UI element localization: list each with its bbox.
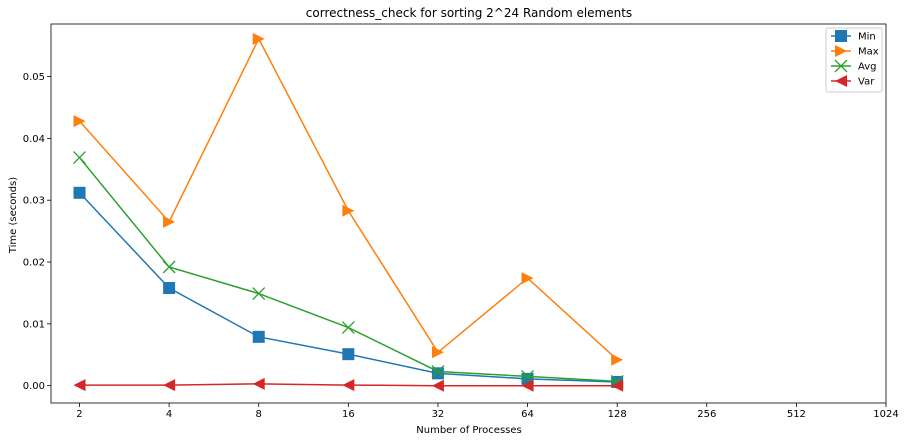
legend-box: [825, 27, 883, 93]
data-point-max: [73, 115, 86, 128]
x-tick-label: 2: [76, 409, 82, 420]
data-point-avg: [341, 321, 355, 335]
x-tick-label: 512: [787, 409, 806, 420]
legend-marker: [835, 30, 847, 42]
legend-item-avg: Avg: [831, 59, 877, 73]
legend-marker: [835, 45, 847, 57]
data-point-min: [342, 348, 355, 361]
data-point-avg: [252, 287, 266, 301]
x-tick-label: 8: [256, 409, 262, 420]
x-tick-label: 4: [166, 409, 172, 420]
legend-label: Avg: [858, 62, 877, 73]
series-line-max: [78, 37, 618, 361]
y-tick-label: 0.03: [23, 196, 45, 207]
data-point-avg: [73, 151, 86, 165]
data-point-var: [73, 379, 86, 392]
data-point-min: [163, 282, 176, 295]
data-point-avg: [162, 260, 176, 274]
data-point-min: [73, 186, 86, 199]
data-point-max: [521, 272, 534, 285]
data-point-var: [431, 379, 444, 392]
y-axis-label: Time (seconds): [8, 177, 19, 254]
x-tick-label: 128: [608, 409, 627, 420]
data-point-max: [611, 353, 624, 366]
plot-frame: [50, 23, 887, 404]
y-tick-label: 0.02: [23, 258, 45, 269]
data-point-var: [611, 379, 624, 392]
y-axis: 0.00 0.01 0.02 0.03 0.04 0.05: [23, 72, 51, 392]
legend-item-max: Max: [831, 45, 879, 58]
series-var: [73, 377, 624, 392]
data-point-avg: [431, 365, 445, 378]
series-layer: [73, 32, 624, 392]
data-point-var: [163, 379, 176, 392]
series-min: [73, 186, 624, 388]
x-tick-label: 1024: [873, 409, 898, 420]
data-point-var: [342, 379, 355, 392]
chart-title: correctness_check for sorting 2^24 Rando…: [306, 6, 632, 20]
data-point-max: [163, 215, 176, 228]
x-tick-label: 64: [521, 409, 534, 420]
series-max: [73, 32, 624, 366]
y-tick-label: 0.05: [23, 72, 45, 83]
data-point-max: [252, 32, 265, 45]
legend-label: Max: [858, 47, 879, 58]
legend: Min Max Avg Var: [825, 27, 883, 93]
x-axis: 2 4 8 16 32 64 128 256 512 1024: [76, 403, 899, 420]
data-point-var: [521, 379, 534, 392]
data-point-min: [252, 330, 265, 343]
data-point-var: [252, 377, 265, 390]
legend-item-var: Var: [831, 75, 875, 88]
data-point-max: [342, 204, 355, 217]
legend-marker: [835, 75, 847, 87]
y-tick-label: 0.00: [23, 381, 45, 392]
y-tick-label: 0.04: [23, 134, 45, 145]
x-tick-label: 32: [432, 409, 445, 420]
data-point-avg: [521, 369, 535, 383]
legend-label: Var: [858, 77, 875, 88]
data-point-max: [431, 346, 444, 359]
x-tick-label: 16: [342, 409, 355, 420]
legend-item-min: Min: [831, 30, 876, 43]
series-line-avg: [78, 157, 618, 383]
x-tick-label: 256: [697, 409, 716, 420]
y-tick-label: 0.01: [23, 319, 45, 330]
x-axis-label: Number of Processes: [416, 425, 521, 436]
legend-marker: [834, 59, 848, 73]
legend-label: Min: [858, 32, 876, 43]
plot-area-border: [50, 23, 887, 404]
